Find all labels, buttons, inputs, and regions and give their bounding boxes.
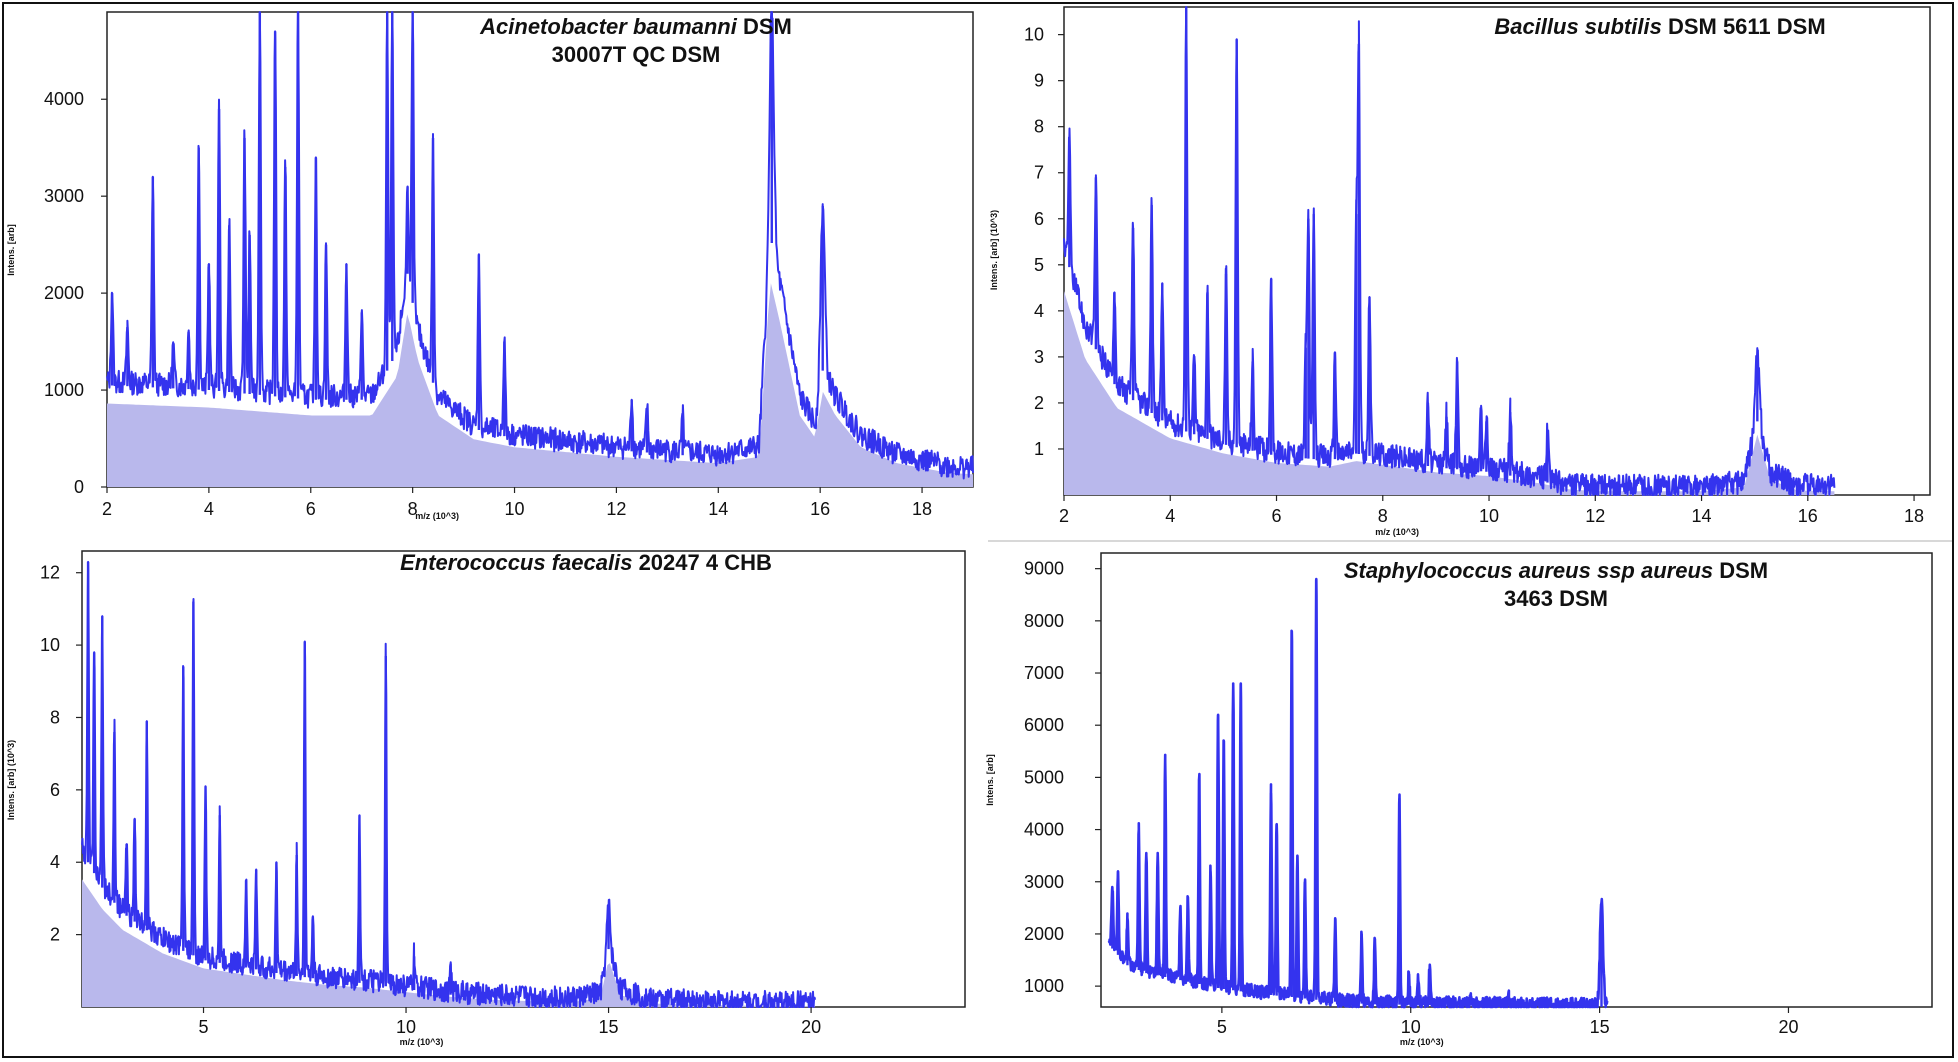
x-tick-label: 18: [912, 499, 932, 519]
y-tick-label: 10: [40, 635, 60, 655]
spectrum-line-staphylococcus: [1107, 577, 1609, 1009]
x-tick-label: 10: [396, 1017, 416, 1037]
y-tick-label: 9000: [1024, 559, 1064, 579]
panel-title-strain: 20247 4 CHB: [632, 550, 771, 575]
spectrum-panel-enterococcus: 5 10 15 20 2 4 6 8 10 12 m/z (10^3) Intens. [arb] (…: [6, 550, 966, 1047]
y-tick-label: 5: [1034, 255, 1044, 275]
x-tick-label: 18: [1904, 506, 1924, 526]
x-tick-label: 10: [1401, 1017, 1421, 1037]
y-tick-label: 2: [50, 925, 60, 945]
x-tick-label: 15: [1590, 1017, 1610, 1037]
panel-title-strain: DSM 5611 DSM: [1662, 14, 1826, 39]
y-tick-label: 6: [50, 780, 60, 800]
spectrum-area-bacillus: [1064, 291, 1835, 495]
spectrum-line-acinetobacter: [106, 11, 974, 480]
x-tick-label: 12: [606, 499, 626, 519]
y-tick-label: 2: [1034, 393, 1044, 413]
y-tick-label: 3000: [1024, 872, 1064, 892]
y-tick-label: 4000: [44, 89, 84, 109]
panel-title-species: Acinetobacter baumanni: [479, 14, 738, 39]
y-tick-label: 10: [1024, 25, 1044, 45]
x-tick-label: 15: [599, 1017, 619, 1037]
y-tick-label: 6: [1034, 209, 1044, 229]
x-axis-label: m/z (10^3): [1400, 1037, 1444, 1047]
panel-title: Staphylococcus aureus ssp aureus DSM: [1344, 558, 1768, 583]
y-tick-label: 8: [1034, 117, 1044, 137]
x-tick-label: 16: [1798, 506, 1818, 526]
y-tick-label: 8: [50, 707, 60, 727]
x-axis-label: m/z (10^3): [400, 1037, 444, 1047]
x-tick-label: 20: [801, 1017, 821, 1037]
panel-title-species: Enterococcus faecalis: [400, 550, 632, 575]
y-tick-label: 2000: [1024, 924, 1064, 944]
x-tick-label: 10: [1479, 506, 1499, 526]
spectrum-area-acinetobacter: [107, 283, 973, 487]
y-tick-label: 1: [1034, 439, 1044, 459]
y-tick-label: 8000: [1024, 611, 1064, 631]
y-axis-label: Intens. [arb] (10^3): [989, 210, 999, 290]
y-tick-label: 9: [1034, 71, 1044, 91]
panel-title-strain: DSM: [1713, 558, 1768, 583]
x-axis-label: m/z (10^3): [415, 511, 459, 521]
spectrum-line-bacillus: [1063, 6, 1836, 496]
y-tick-label: 7: [1034, 163, 1044, 183]
x-tick-label: 4: [204, 499, 214, 519]
y-tick-label: 3: [1034, 347, 1044, 367]
y-tick-label: 4: [1034, 301, 1044, 321]
x-axis-label: m/z (10^3): [1375, 527, 1419, 537]
panel-title-species: Bacillus subtilis: [1494, 14, 1662, 39]
x-tick-label: 14: [1692, 506, 1712, 526]
y-tick-label: 7000: [1024, 663, 1064, 683]
panel-title-line2: 30007T QC DSM: [552, 42, 721, 67]
panel-title-line2: 3463 DSM: [1504, 586, 1608, 611]
panel-title: Enterococcus faecalis 20247 4 CHB: [400, 550, 772, 575]
x-tick-label: 8: [1378, 506, 1388, 526]
y-tick-label: 1000: [1024, 976, 1064, 996]
x-tick-label: 8: [408, 499, 418, 519]
y-tick-label: 2000: [44, 283, 84, 303]
x-tick-label: 6: [306, 499, 316, 519]
y-axis-label: Intens. [arb]: [6, 224, 16, 276]
y-tick-label: 4: [50, 852, 60, 872]
y-tick-label: 1000: [44, 380, 84, 400]
spectrum-panel-acinetobacter: 2 4 6 8 10 12 14 16 18 0 1000 2000 3000 4000 m/z (10^3…: [6, 11, 974, 521]
x-tick-label: 2: [1059, 506, 1069, 526]
y-axis-label: Intens. [arb] (10^3): [6, 740, 16, 820]
panel-title: Acinetobacter baumanni DSM: [479, 14, 792, 39]
x-tick-label: 2: [102, 499, 112, 519]
x-tick-label: 6: [1272, 506, 1282, 526]
plot-area-border: [81, 550, 966, 1008]
panel-title: Bacillus subtilis DSM 5611 DSM: [1494, 14, 1825, 39]
panel-divider: [988, 540, 1952, 542]
y-tick-label: 5000: [1024, 767, 1064, 787]
y-tick-label: 0: [74, 477, 84, 497]
panel-title-strain: DSM: [737, 14, 792, 39]
spectrum-panel-staphylococcus: 5 10 15 20 1000 2000 3000 4000 5000 6000 7000 8000 9…: [985, 552, 1933, 1047]
x-tick-label: 10: [505, 499, 525, 519]
x-tick-label: 5: [199, 1017, 209, 1037]
panel-title-species: Staphylococcus aureus ssp aureus: [1344, 558, 1713, 583]
y-tick-label: 4000: [1024, 820, 1064, 840]
x-tick-label: 5: [1217, 1017, 1227, 1037]
x-tick-label: 14: [708, 499, 728, 519]
spectrum-line-enterococcus: [81, 560, 817, 1008]
y-tick-label: 6000: [1024, 715, 1064, 735]
x-tick-label: 20: [1778, 1017, 1798, 1037]
y-tick-label: 3000: [44, 186, 84, 206]
x-tick-label: 12: [1585, 506, 1605, 526]
x-tick-label: 16: [810, 499, 830, 519]
y-tick-label: 12: [40, 563, 60, 583]
y-axis-label: Intens. [arb]: [985, 754, 995, 806]
x-tick-label: 4: [1165, 506, 1175, 526]
spectrum-area-enterococcus: [82, 879, 816, 1007]
